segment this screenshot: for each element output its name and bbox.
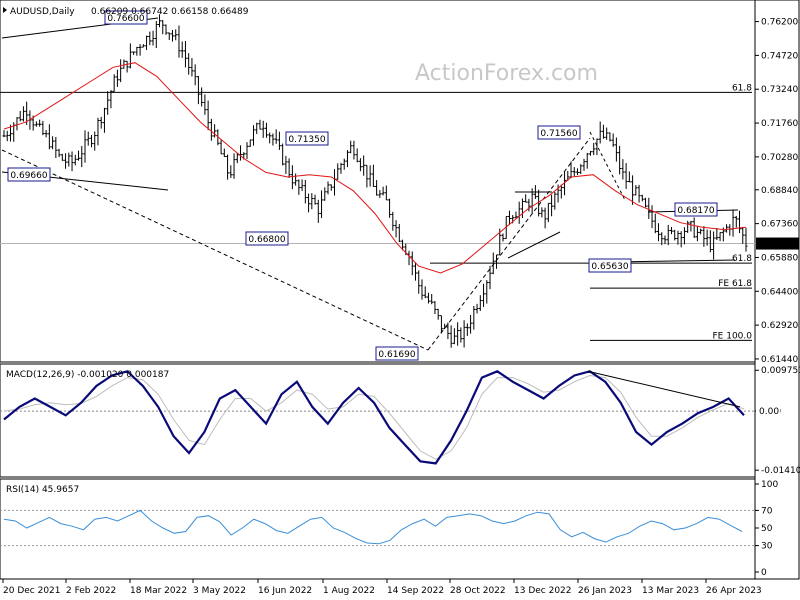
macd-divergence-line [587,370,741,408]
marked-levels: 0.76600 0.69660 0.71350 0.66800 0.61690 0.715… [7,10,718,361]
macd-zero-label: 0.00 [759,407,779,417]
price-tick-label: 0.74720 [761,51,798,61]
level-box [588,258,632,273]
level-box [674,202,718,217]
header-triangle-icon [3,7,7,13]
level-box [285,131,329,146]
level-line-label: FE 61.8 [718,279,752,289]
rsi-label: RSI(14) 45.9657 [6,485,79,495]
price-level-lines: 61.8 61.8 FE 61.8 FE 100.0 [0,83,752,341]
price-axis: 0.76200 0.74720 0.73240 0.71760 0.70280 0.688… [0,18,799,365]
rsi-tick-label: 0 [761,568,767,578]
rsi-tick-label: 100 [761,480,778,490]
rsi-panel-frame [0,478,756,580]
rsi-panel: 100 70 50 30 0 [0,480,778,578]
symbol-label: AUDUSD,Daily [10,7,75,17]
x-tick-label: 1 Aug 2022 [323,586,375,596]
moving-average [3,62,747,274]
x-tick-label: 26 Apr 2023 [706,586,762,596]
level-box-label: 0.61690 [378,350,415,360]
level-box [7,167,51,182]
x-tick-label: 2 Feb 2022 [66,586,116,596]
macd-tick-label: 0.009751 [761,366,800,376]
price-annotations [1,17,739,351]
level-box-label: 0.68170 [677,206,714,216]
level-box [537,125,581,140]
macd-label: MACD(12,26,9) -0.001020 0.000187 [6,370,169,380]
dashed-channel-line [1,149,429,351]
price-tick-label: 0.71760 [761,119,798,129]
price-tick-label: 0.62920 [761,321,798,331]
level-line-label: 61.8 [732,254,752,264]
price-tick-label: 0.64400 [761,287,798,297]
range-support [611,259,736,263]
ma-line-path [3,62,747,274]
watermark: ActionForex.com [415,61,598,86]
x-tick-label: 13 Dec 2022 [514,586,572,596]
rsi-line [3,509,743,545]
level-box-label: 0.71350 [288,135,325,145]
price-axis-frame [754,0,800,580]
x-tick-label: 18 Mar 2022 [130,586,187,596]
x-tick-label: 14 Sep 2022 [387,586,444,596]
rsi-tick-label: 30 [761,542,773,552]
macd-signal-line [3,374,745,460]
current-price-label: 0.66489 [760,240,797,250]
macd-tick-label: -0.014107 [761,466,800,476]
macd-panel-frame [0,363,756,478]
rsi-tick-label: 50 [761,524,773,534]
level-box [245,231,289,246]
price-tick-label: 0.70280 [761,153,798,163]
level-box [375,346,419,361]
current-price-box [756,237,799,250]
dashed-rally-line [427,137,591,351]
level-line-label: 61.8 [732,83,752,93]
x-tick-label: 16 Jun 2022 [258,586,312,596]
macd-line [3,370,745,465]
price-tick-label: 0.73240 [761,85,798,95]
level-box-label: 0.69660 [10,171,47,181]
x-tick-label: 28 Oct 2022 [450,586,506,596]
price-tick-label: 0.61440 [761,355,798,365]
price-tick-label: 0.68840 [761,186,798,196]
price-tick-label: 0.65880 [761,253,798,263]
channel-support [507,231,561,259]
price-panel-frame [0,0,756,363]
price-tick-label: 0.76200 [761,18,798,28]
level-line-label: FE 100.0 [713,331,753,341]
level-box-label: 0.65630 [591,262,628,272]
level-box-label: 0.66800 [248,235,285,245]
x-tick-label: 26 Jan 2023 [578,586,632,596]
macd-zero-box [756,405,780,418]
macd-panel: 0.0097510.00-0.0141070.00 [0,366,800,476]
level-box-label: 0.76600 [107,14,144,24]
x-tick-label: 13 Mar 2023 [642,586,699,596]
rsi-tick-label: 70 [761,506,773,516]
candles [2,14,748,348]
x-tick-label: 3 May 2022 [193,586,246,596]
x-tick-label: 20 Dec 2021 [3,586,61,596]
top-dashed-line [589,131,626,201]
x-axis: 20 Dec 2021 2 Feb 2022 18 Mar 2022 3 May 20… [2,579,762,596]
level-box-label: 0.71560 [540,129,577,139]
ohlc-label: 0.66209 0.66742 0.66158 0.66489 [91,7,249,17]
price-tick-label: 0.67360 [761,220,798,230]
level-box [104,10,148,25]
header: AUDUSD,Daily 0.66209 0.66742 0.66158 0.6… [3,7,249,17]
